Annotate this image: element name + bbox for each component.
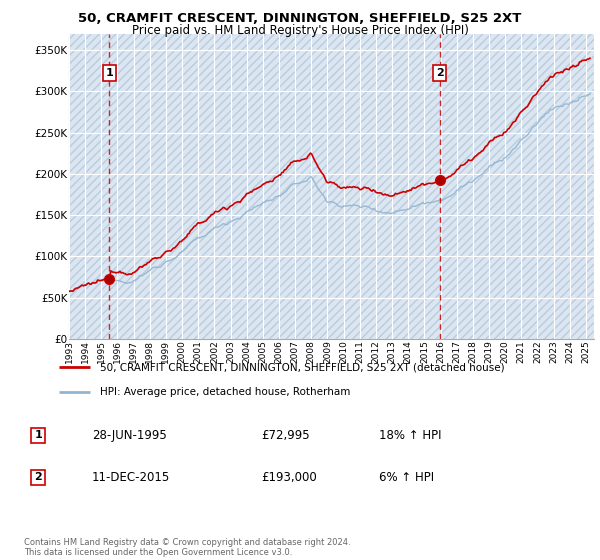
- Text: Price paid vs. HM Land Registry's House Price Index (HPI): Price paid vs. HM Land Registry's House …: [131, 24, 469, 37]
- Text: 28-JUN-1995: 28-JUN-1995: [92, 429, 166, 442]
- Text: 18% ↑ HPI: 18% ↑ HPI: [379, 429, 442, 442]
- Text: £72,995: £72,995: [261, 429, 310, 442]
- Text: 50, CRAMFIT CRESCENT, DINNINGTON, SHEFFIELD, S25 2XT (detached house): 50, CRAMFIT CRESCENT, DINNINGTON, SHEFFI…: [101, 362, 505, 372]
- Text: HPI: Average price, detached house, Rotherham: HPI: Average price, detached house, Roth…: [101, 386, 351, 396]
- Text: 11-DEC-2015: 11-DEC-2015: [92, 471, 170, 484]
- Text: £193,000: £193,000: [261, 471, 317, 484]
- Text: 6% ↑ HPI: 6% ↑ HPI: [379, 471, 434, 484]
- Text: 1: 1: [34, 431, 42, 440]
- Text: 50, CRAMFIT CRESCENT, DINNINGTON, SHEFFIELD, S25 2XT: 50, CRAMFIT CRESCENT, DINNINGTON, SHEFFI…: [79, 12, 521, 25]
- Text: 1: 1: [106, 68, 113, 78]
- Text: Contains HM Land Registry data © Crown copyright and database right 2024.
This d: Contains HM Land Registry data © Crown c…: [24, 538, 350, 557]
- Text: 2: 2: [436, 68, 443, 78]
- Text: 2: 2: [34, 473, 42, 482]
